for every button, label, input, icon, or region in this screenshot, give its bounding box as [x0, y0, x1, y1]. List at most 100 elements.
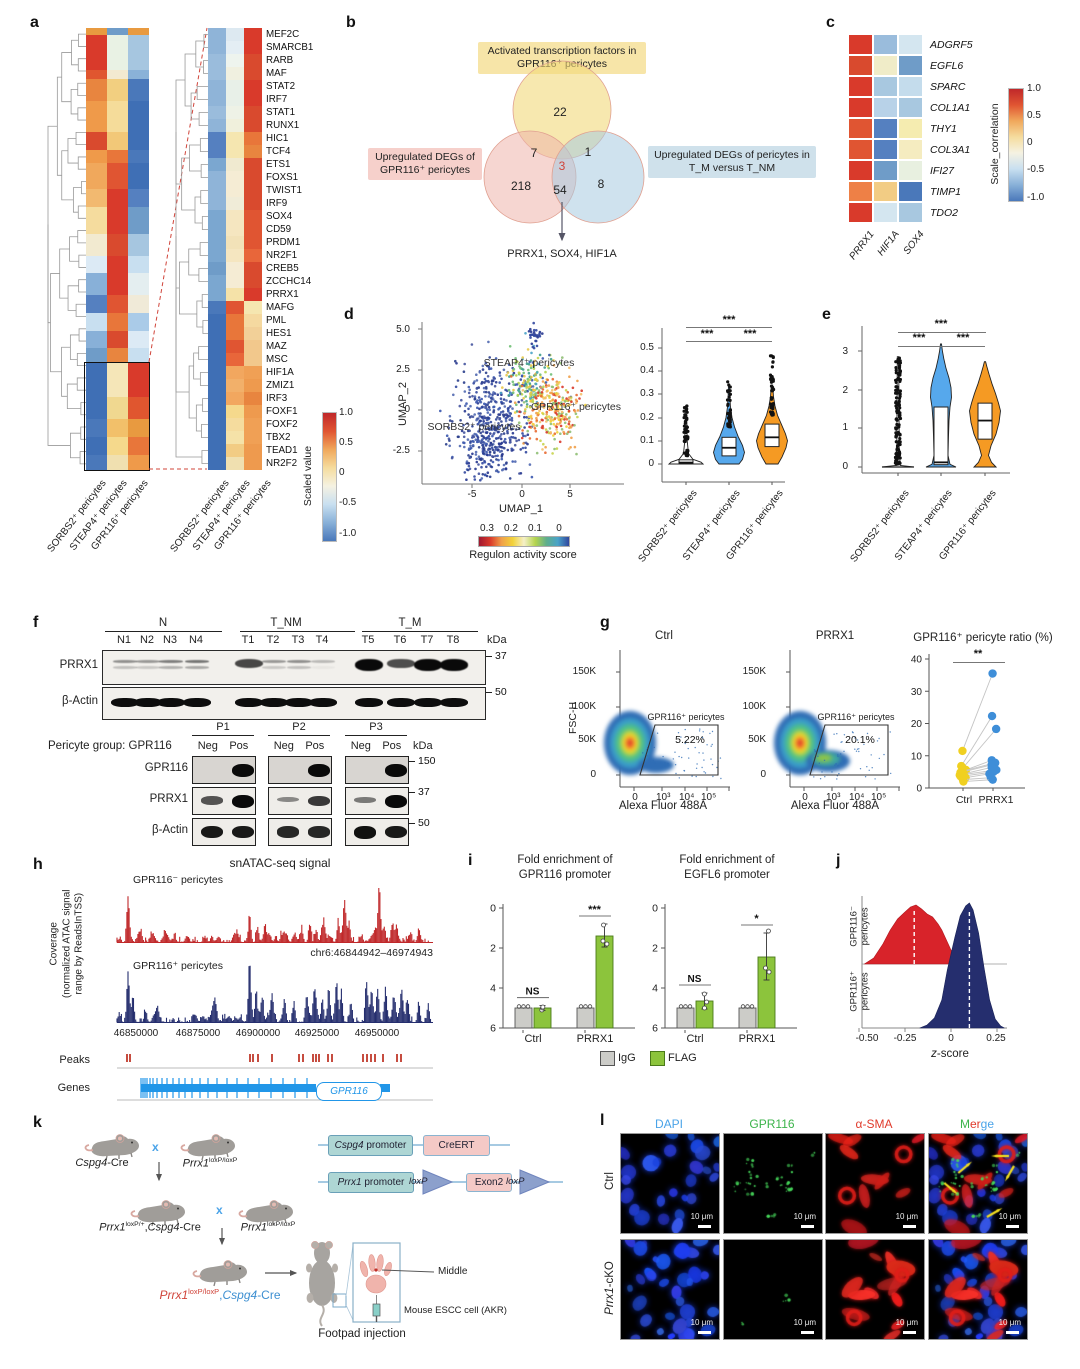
- cross-symbol: x: [216, 1203, 223, 1217]
- venn-count: 22: [553, 105, 567, 119]
- ratio-scatter-plot: 40 30 20 10 0: [911, 654, 1025, 795]
- ridge-density-plot: [858, 896, 1007, 1032]
- umap-ytick: 2.5: [396, 364, 410, 375]
- umap-ytick: 5.0: [396, 324, 410, 335]
- violin-ytick: 3: [842, 346, 848, 357]
- flow-xlabel: Alexa Fluor 488A: [790, 800, 880, 812]
- flow-xlabel: Alexa Fluor 488A: [618, 800, 708, 812]
- svg-text:30: 30: [911, 687, 923, 698]
- sig-bar: [686, 341, 729, 343]
- violin-ytick: 1: [842, 422, 848, 433]
- if-image: 10 μm: [620, 1133, 720, 1234]
- atac-track-positive: [116, 965, 433, 1023]
- svg-text:10: 10: [911, 751, 923, 762]
- peaks-track: [117, 1054, 433, 1069]
- flow-plot-prrx1: GPR116⁺ pericytes 20.1%: [774, 650, 900, 791]
- legend-igg-label: IgG: [618, 1052, 636, 1064]
- svg-text:0: 0: [916, 784, 922, 795]
- umap-ytick: 0: [404, 404, 410, 415]
- track1-label: GPR116⁻ pericytes: [133, 874, 223, 886]
- genes-label: Genes: [57, 1082, 90, 1094]
- colorbar-tick: 0.5: [339, 437, 353, 448]
- footpad-caption: Footpad injection: [318, 1328, 406, 1340]
- if-image: 10 μm: [723, 1133, 823, 1234]
- umap-colorbar: [478, 536, 570, 547]
- panel-b-label: b: [346, 14, 356, 31]
- violin-ytick: 0: [842, 461, 848, 472]
- if-image: 10 μm: [620, 1239, 720, 1340]
- zoom-connector-lines: [148, 27, 208, 470]
- genotype-m2: Prrx1loxP/loxP: [182, 1157, 238, 1170]
- venn-set-label-left: Upregulated DEGs of GPR116⁺ pericytes: [368, 148, 482, 181]
- colorbar-tick: 0: [339, 467, 345, 478]
- venn-count-center: 3: [558, 159, 566, 173]
- umap-plot: [418, 321, 624, 488]
- construct-cspg4-promoter: Cspg4 promoter: [328, 1135, 413, 1156]
- heatmap-zoom: [208, 28, 262, 471]
- coord-tick: 46950000: [354, 1028, 400, 1039]
- cluster-label: SORBS2⁺ pericytes: [427, 421, 521, 433]
- if-header-gpr116: GPR116: [749, 1117, 795, 1131]
- chip-bar-chart-gpr116: 0 2 4 6 NS ***: [490, 903, 635, 1035]
- venn-count: 218: [510, 179, 532, 193]
- venn-diagram: [483, 60, 645, 242]
- genotype-m4: Prrx1loxP/loxP: [240, 1221, 296, 1234]
- colorbar-tick: -0.5: [1027, 164, 1045, 175]
- svg-text:GPR116⁺ pericytes: GPR116⁺ pericytes: [647, 712, 725, 722]
- cluster-label: STEAP4⁺ pericytes: [483, 357, 575, 369]
- dendrogram-right: [175, 34, 208, 464]
- sig-stars: ***: [700, 328, 714, 340]
- colorbar-title: Scale_correlation: [989, 103, 1001, 185]
- peaks-label: Peaks: [59, 1054, 90, 1066]
- middle-label: Middle: [438, 1266, 468, 1277]
- colorbar-scaled-value: [322, 412, 337, 542]
- construct-prrx1-promoter: Prrx1 promoter: [328, 1172, 414, 1193]
- bar-title-2: Fold enrichment of EGFL6 promoter: [679, 854, 775, 881]
- ridge-xtick: 0: [948, 1033, 954, 1044]
- colorbar-tick: 1.0: [339, 407, 353, 418]
- legend-flag-swatch: [650, 1051, 665, 1066]
- umap-colorbar-tick: 0.2: [504, 523, 518, 534]
- loxp-label: loxP: [409, 1176, 428, 1187]
- colorbar-tick: -1.0: [339, 528, 357, 539]
- if-header-merge: Merge: [959, 1117, 995, 1131]
- umap-colorbar-label: Regulon activity score: [469, 549, 577, 561]
- correlation-heatmap: [848, 34, 923, 223]
- svg-text:2: 2: [652, 943, 658, 955]
- expression-violin-plot: [858, 326, 1010, 476]
- violin-ytick: 0.1: [640, 435, 654, 446]
- venn-count: 8: [597, 177, 605, 191]
- violin-ytick: 0: [648, 458, 654, 469]
- venn-count: 54: [553, 183, 567, 197]
- violin-ytick: 0.2: [640, 412, 654, 423]
- gene-name-box: GPR116: [316, 1082, 382, 1101]
- sig-stars: **: [973, 648, 983, 660]
- panel-l-label: l: [600, 1112, 605, 1129]
- venn-count: 7: [530, 146, 538, 160]
- panel-k-label: k: [33, 1114, 42, 1131]
- genotype-m1: Cspg4-Cre: [75, 1157, 129, 1169]
- colorbar-title: Scaled value: [302, 445, 314, 507]
- track2-label: GPR116⁺ pericytes: [133, 960, 223, 972]
- venn-count: 1: [584, 145, 592, 159]
- colorbar-tick: 1.0: [1027, 83, 1041, 94]
- umap-xtick: 0: [519, 489, 525, 500]
- ridge-xlabel: z-score: [931, 1048, 969, 1060]
- heatmap-full: [86, 28, 149, 471]
- svg-text:20: 20: [911, 719, 923, 730]
- if-image: 10 μm: [928, 1239, 1028, 1340]
- colorbar-correlation: [1008, 88, 1024, 202]
- if-header-dapi: DAPI: [654, 1117, 683, 1131]
- svg-text:*: *: [754, 913, 759, 925]
- sig-stars: ***: [912, 332, 926, 344]
- chip-bar-chart-egfl6: 0 2 4 6 NS *: [652, 903, 797, 1035]
- gene-model-track: [117, 1078, 433, 1101]
- umap-colorbar-tick: 0: [556, 523, 562, 534]
- svg-text:2: 2: [490, 943, 496, 955]
- umap-xtick: -5: [467, 489, 477, 500]
- panel-h-label: h: [33, 856, 43, 873]
- panel-c-label: c: [826, 14, 835, 31]
- genotype-m5: Prrx1loxP/loxP,Cspg4-Cre: [159, 1287, 281, 1302]
- coord-tick: 46900000: [235, 1028, 281, 1039]
